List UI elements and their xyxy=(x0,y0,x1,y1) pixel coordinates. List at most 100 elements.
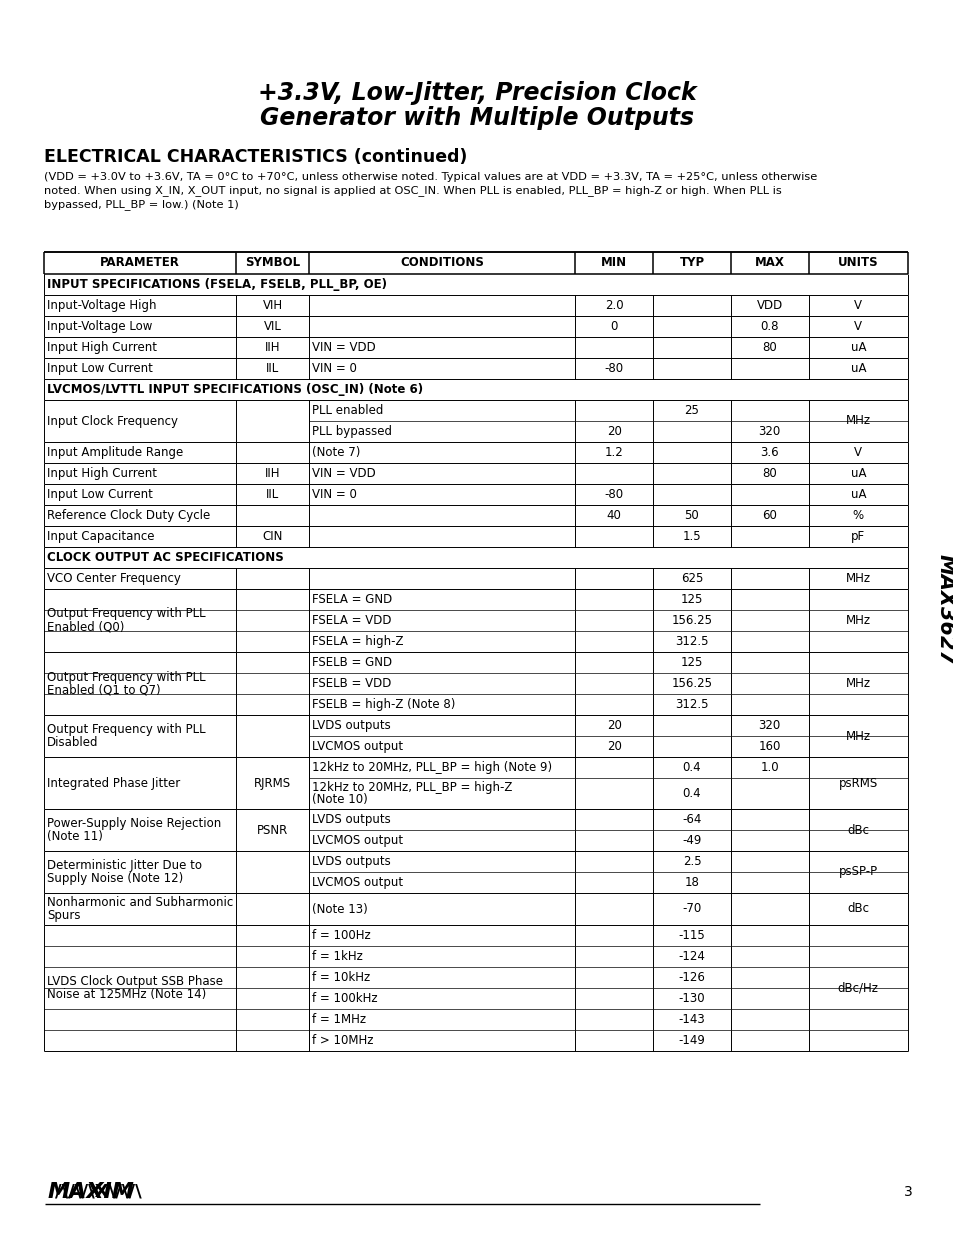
Text: MIN: MIN xyxy=(600,257,627,269)
Text: -126: -126 xyxy=(678,971,704,984)
Text: Generator with Multiple Outputs: Generator with Multiple Outputs xyxy=(259,106,694,130)
Text: IIL: IIL xyxy=(266,362,279,375)
Text: f = 10kHz: f = 10kHz xyxy=(312,971,370,984)
Text: Output Frequency with PLL: Output Frequency with PLL xyxy=(47,671,206,683)
Text: CONDITIONS: CONDITIONS xyxy=(400,257,484,269)
Text: PSNR: PSNR xyxy=(256,824,288,836)
Text: f = 100Hz: f = 100Hz xyxy=(312,929,371,942)
Text: V: V xyxy=(854,320,862,333)
Text: Integrated Phase Jitter: Integrated Phase Jitter xyxy=(47,777,180,789)
Text: Input Amplitude Range: Input Amplitude Range xyxy=(47,446,183,459)
Text: LVDS outputs: LVDS outputs xyxy=(312,719,391,732)
Text: (Note 11): (Note 11) xyxy=(47,830,103,844)
Text: 1.0: 1.0 xyxy=(760,761,779,774)
Text: Output Frequency with PLL: Output Frequency with PLL xyxy=(47,608,206,620)
Text: bypassed, PLL_BP = low.) (Note 1): bypassed, PLL_BP = low.) (Note 1) xyxy=(44,200,238,210)
Text: psSP-P: psSP-P xyxy=(838,866,877,878)
Text: Reference Clock Duty Cycle: Reference Clock Duty Cycle xyxy=(47,509,210,522)
Text: Noise at 125MHz (Note 14): Noise at 125MHz (Note 14) xyxy=(47,988,206,1002)
Text: UNITS: UNITS xyxy=(837,257,878,269)
Text: (Note 10): (Note 10) xyxy=(312,794,368,806)
Text: 12kHz to 20MHz, PLL_BP = high-Z: 12kHz to 20MHz, PLL_BP = high-Z xyxy=(312,781,512,794)
Text: 625: 625 xyxy=(680,572,702,585)
Text: 60: 60 xyxy=(761,509,777,522)
Text: 320: 320 xyxy=(758,719,781,732)
Text: 3: 3 xyxy=(902,1186,911,1199)
Text: %: % xyxy=(852,509,863,522)
Text: 20: 20 xyxy=(606,719,621,732)
Text: MHz: MHz xyxy=(845,730,870,742)
Text: SYMBOL: SYMBOL xyxy=(245,257,300,269)
Text: Input Low Current: Input Low Current xyxy=(47,362,152,375)
Text: IIH: IIH xyxy=(265,341,280,354)
Text: -115: -115 xyxy=(678,929,704,942)
Text: 156.25: 156.25 xyxy=(671,677,712,690)
Text: Nonharmonic and Subharmonic: Nonharmonic and Subharmonic xyxy=(47,897,233,909)
Text: PARAMETER: PARAMETER xyxy=(100,257,180,269)
Text: -80: -80 xyxy=(604,362,623,375)
Text: FSELA = GND: FSELA = GND xyxy=(312,593,392,606)
Text: Input High Current: Input High Current xyxy=(47,341,157,354)
Text: uA: uA xyxy=(850,467,865,480)
Text: CIN: CIN xyxy=(262,530,282,543)
Text: -124: -124 xyxy=(678,950,704,963)
Text: VIL: VIL xyxy=(263,320,281,333)
Text: -49: -49 xyxy=(681,834,701,847)
Text: 125: 125 xyxy=(680,656,702,669)
Text: RJRMS: RJRMS xyxy=(253,777,291,789)
Text: 12kHz to 20MHz, PLL_BP = high (Note 9): 12kHz to 20MHz, PLL_BP = high (Note 9) xyxy=(312,761,552,774)
Text: FSELB = high-Z (Note 8): FSELB = high-Z (Note 8) xyxy=(312,698,456,711)
Text: Input Capacitance: Input Capacitance xyxy=(47,530,154,543)
Text: 50: 50 xyxy=(684,509,699,522)
Text: Input-Voltage Low: Input-Voltage Low xyxy=(47,320,152,333)
Text: 0.4: 0.4 xyxy=(682,787,700,800)
Bar xyxy=(44,379,907,400)
Text: LVDS outputs: LVDS outputs xyxy=(312,813,391,826)
Text: Input Low Current: Input Low Current xyxy=(47,488,152,501)
Text: pF: pF xyxy=(850,530,864,543)
Text: MHz: MHz xyxy=(845,677,870,690)
Text: LVDS outputs: LVDS outputs xyxy=(312,855,391,868)
Text: MHz: MHz xyxy=(845,415,870,427)
Text: 80: 80 xyxy=(761,341,777,354)
Text: -149: -149 xyxy=(678,1034,704,1047)
Text: Deterministic Jitter Due to: Deterministic Jitter Due to xyxy=(47,860,202,872)
Text: -64: -64 xyxy=(681,813,701,826)
Text: FSELA = high-Z: FSELA = high-Z xyxy=(312,635,403,648)
Text: 320: 320 xyxy=(758,425,781,438)
Text: 3.6: 3.6 xyxy=(760,446,779,459)
Text: 312.5: 312.5 xyxy=(675,635,708,648)
Text: 156.25: 156.25 xyxy=(671,614,712,627)
Text: uA: uA xyxy=(850,488,865,501)
Text: MAX3627: MAX3627 xyxy=(935,555,953,666)
Text: Supply Noise (Note 12): Supply Noise (Note 12) xyxy=(47,872,183,885)
Text: VIN = 0: VIN = 0 xyxy=(312,488,356,501)
Text: f > 10MHz: f > 10MHz xyxy=(312,1034,374,1047)
Text: LVCMOS output: LVCMOS output xyxy=(312,834,403,847)
Text: PLL enabled: PLL enabled xyxy=(312,404,383,417)
Text: Spurs: Spurs xyxy=(47,909,80,923)
Text: uA: uA xyxy=(850,341,865,354)
Text: 0: 0 xyxy=(610,320,618,333)
Text: FSELA = VDD: FSELA = VDD xyxy=(312,614,392,627)
Text: 40: 40 xyxy=(606,509,621,522)
Text: 125: 125 xyxy=(680,593,702,606)
Text: Power-Supply Noise Rejection: Power-Supply Noise Rejection xyxy=(47,818,221,830)
Text: -143: -143 xyxy=(678,1013,704,1026)
Text: VIH: VIH xyxy=(262,299,282,312)
Text: (Note 13): (Note 13) xyxy=(312,903,368,915)
Text: Enabled (Q0): Enabled (Q0) xyxy=(47,620,124,634)
Text: 25: 25 xyxy=(684,404,699,417)
Text: -130: -130 xyxy=(678,992,704,1005)
Text: Input High Current: Input High Current xyxy=(47,467,157,480)
Text: MAXIM: MAXIM xyxy=(48,1182,134,1202)
Text: 1.2: 1.2 xyxy=(604,446,623,459)
Text: 2.0: 2.0 xyxy=(604,299,623,312)
Text: dBc: dBc xyxy=(846,903,868,915)
Text: IIL: IIL xyxy=(266,488,279,501)
Text: V: V xyxy=(854,446,862,459)
Text: INPUT SPECIFICATIONS (FSELA, FSELB, PLL_BP, OE): INPUT SPECIFICATIONS (FSELA, FSELB, PLL_… xyxy=(47,278,387,291)
Text: V: V xyxy=(854,299,862,312)
Text: 0.8: 0.8 xyxy=(760,320,779,333)
Text: f = 100kHz: f = 100kHz xyxy=(312,992,377,1005)
